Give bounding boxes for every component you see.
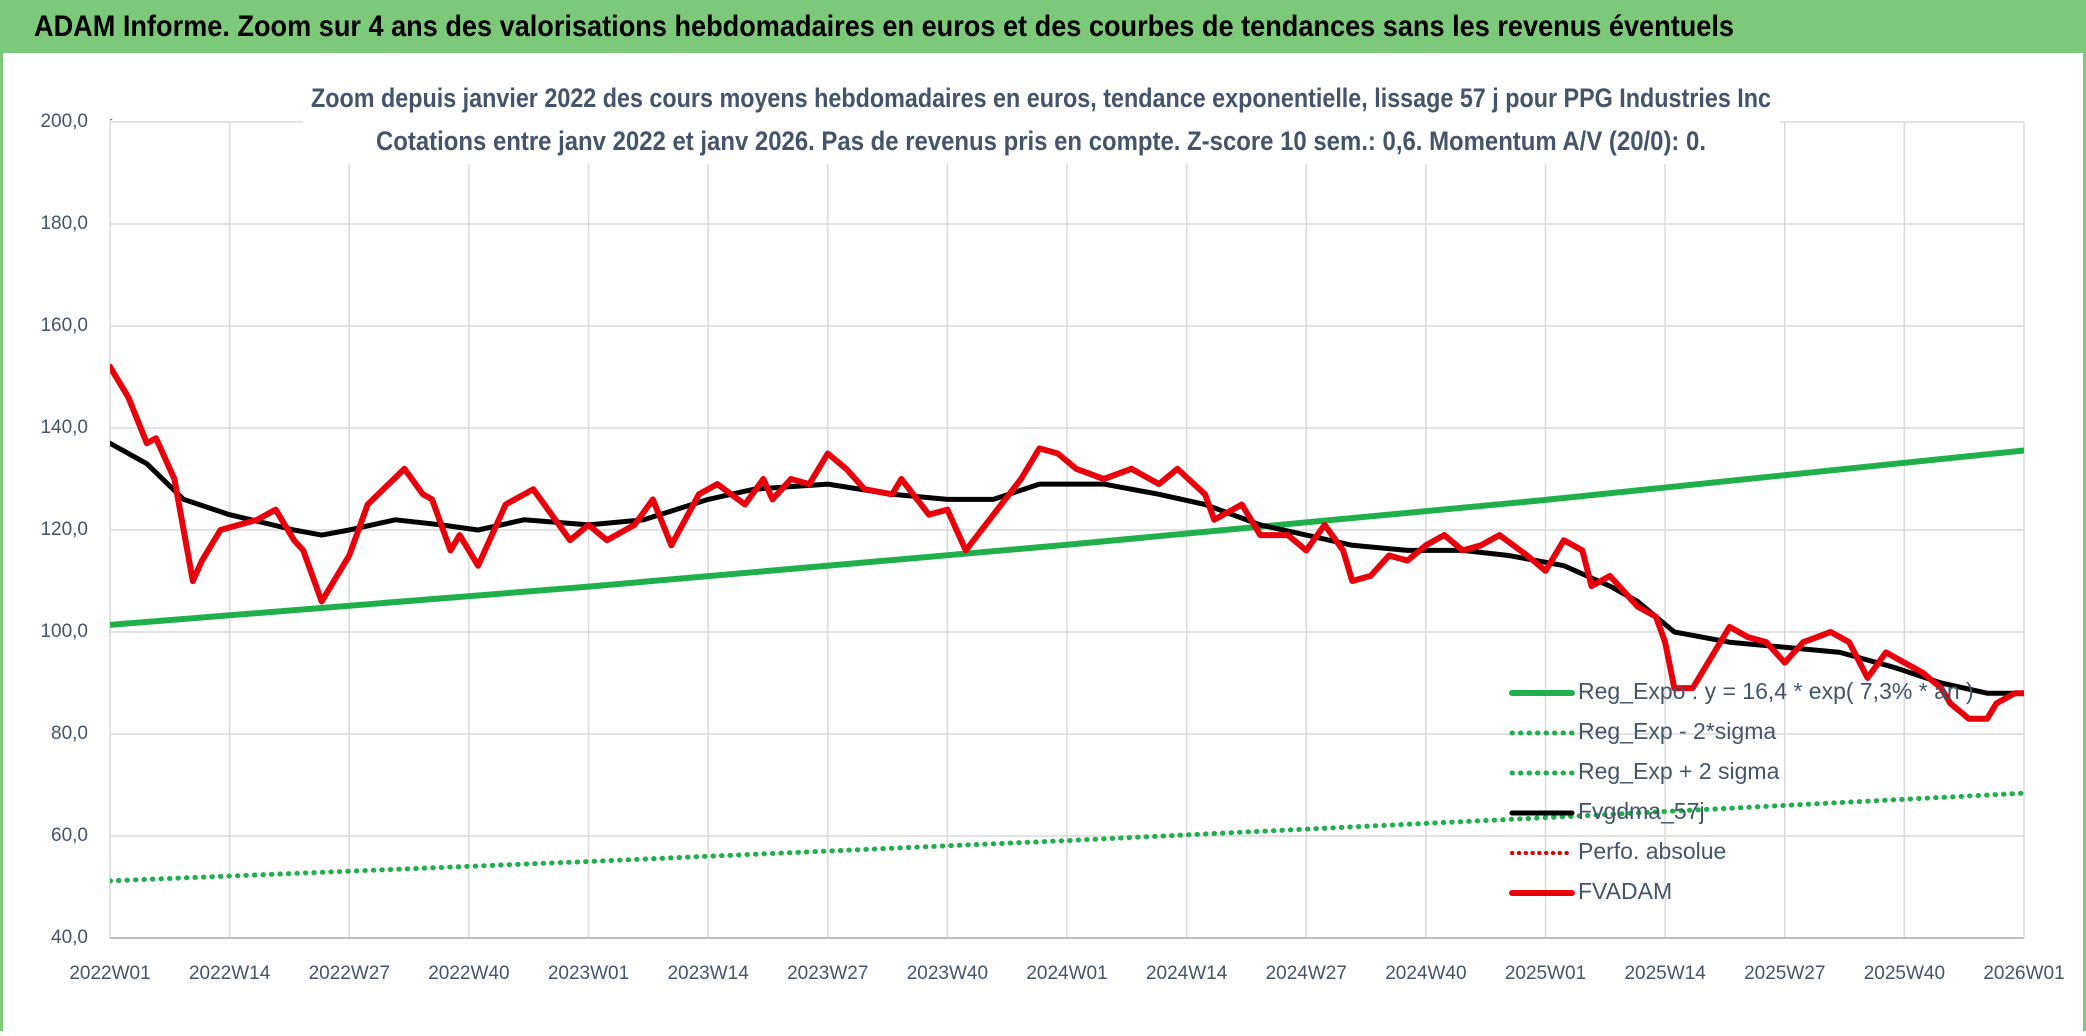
x-tick-label: 2022W27 xyxy=(309,963,390,984)
header-bar xyxy=(0,0,2086,53)
x-tick-label: 2023W40 xyxy=(907,963,988,984)
title-box xyxy=(303,78,1780,164)
x-tick-label: 2022W14 xyxy=(189,963,271,984)
legend-label: Reg_Expo : y = 16,4 * exp( 7,3% * an ) xyxy=(1578,678,1974,704)
page-title: ADAM Informe. Zoom sur 4 ans des valoris… xyxy=(34,10,1734,43)
x-tick-label: 2024W40 xyxy=(1385,963,1466,984)
x-tick-label: 2022W40 xyxy=(428,963,509,984)
legend-label: FVADAM xyxy=(1578,878,1672,904)
x-tick-label: 2026W01 xyxy=(1983,963,2064,984)
x-tick-label: 2025W40 xyxy=(1864,963,1945,984)
y-tick-label: 200,0 xyxy=(40,111,88,132)
y-tick-label: 140,0 xyxy=(40,417,88,438)
x-tick-label: 2023W14 xyxy=(667,963,749,984)
chart-title: Zoom depuis janvier 2022 des cours moyen… xyxy=(311,83,1771,113)
x-tick-label: 2025W01 xyxy=(1505,963,1586,984)
y-tick-label: 180,0 xyxy=(40,213,88,234)
series-line xyxy=(110,790,2024,884)
chart-subtitle: Cotations entre janv 2022 et janv 2026. … xyxy=(376,126,1706,156)
y-tick-label: 100,0 xyxy=(40,621,88,642)
y-tick-label: 60,0 xyxy=(51,825,88,846)
legend-label: Fvgdma_57j xyxy=(1578,798,1705,824)
series-line xyxy=(110,447,2024,628)
x-tick-label: 2024W01 xyxy=(1026,963,1107,984)
y-tick-label: 160,0 xyxy=(40,315,88,336)
legend-label: Reg_Exp - 2*sigma xyxy=(1578,718,1776,744)
x-tick-label: 2022W01 xyxy=(69,963,150,984)
series-line xyxy=(110,440,2024,696)
frame-left xyxy=(0,53,3,1031)
x-tick-label: 2023W27 xyxy=(787,963,868,984)
frame-right xyxy=(2083,53,2086,1031)
x-tick-label: 2025W27 xyxy=(1744,963,1825,984)
x-tick-label: 2025W14 xyxy=(1624,963,1706,984)
x-tick-label: 2024W14 xyxy=(1146,963,1228,984)
y-tick-label: 120,0 xyxy=(40,519,88,540)
x-tick-label: 2024W27 xyxy=(1266,963,1347,984)
legend-label: Reg_Exp + 2 sigma xyxy=(1578,758,1780,784)
legend-label: Perfo. absolue xyxy=(1578,838,1726,864)
y-tick-label: 80,0 xyxy=(51,723,88,744)
y-tick-label: 40,0 xyxy=(51,927,88,948)
series-line xyxy=(110,363,2024,722)
x-tick-label: 2023W01 xyxy=(548,963,629,984)
